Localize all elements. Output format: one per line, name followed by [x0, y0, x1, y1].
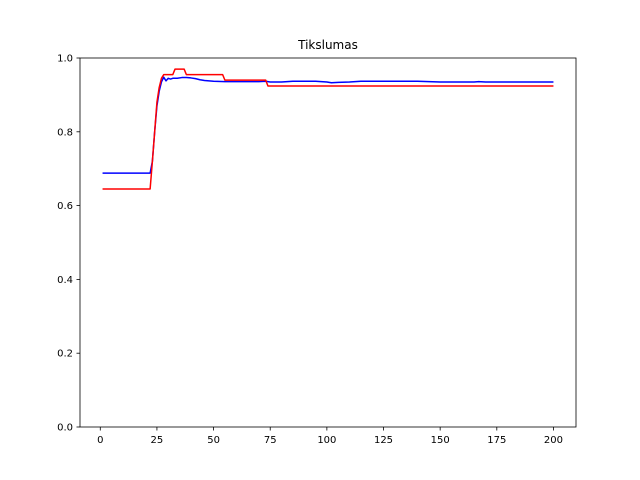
plot-area: 0 25 50 75 100 125 150 175 200 0.0 0.2 0.4 0.6 0.8 1.0	[57, 54, 577, 446]
x-tick-label: 50	[207, 435, 220, 446]
x-tick-label: 25	[151, 435, 164, 446]
y-tick-label: 0.6	[57, 201, 73, 212]
y-tick-label: 0.4	[57, 275, 73, 286]
series-line-2	[102, 68, 554, 190]
x-tick-label: 0	[97, 435, 103, 446]
series-line-1	[102, 76, 554, 174]
chart-title: Tikslumas	[297, 38, 358, 52]
y-tick-label: 0.2	[57, 349, 73, 360]
x-tick-label: 175	[487, 435, 506, 446]
x-tick-label: 100	[317, 435, 336, 446]
x-tick-label: 75	[264, 435, 277, 446]
x-tick-label: 200	[544, 435, 563, 446]
y-tick-label: 0.8	[57, 127, 73, 138]
x-tick-label: 150	[431, 435, 450, 446]
x-tick-label: 125	[374, 435, 393, 446]
axes-frame	[79, 57, 577, 428]
y-tick-label: 0.0	[57, 423, 73, 434]
y-tick-label: 1.0	[57, 54, 73, 65]
